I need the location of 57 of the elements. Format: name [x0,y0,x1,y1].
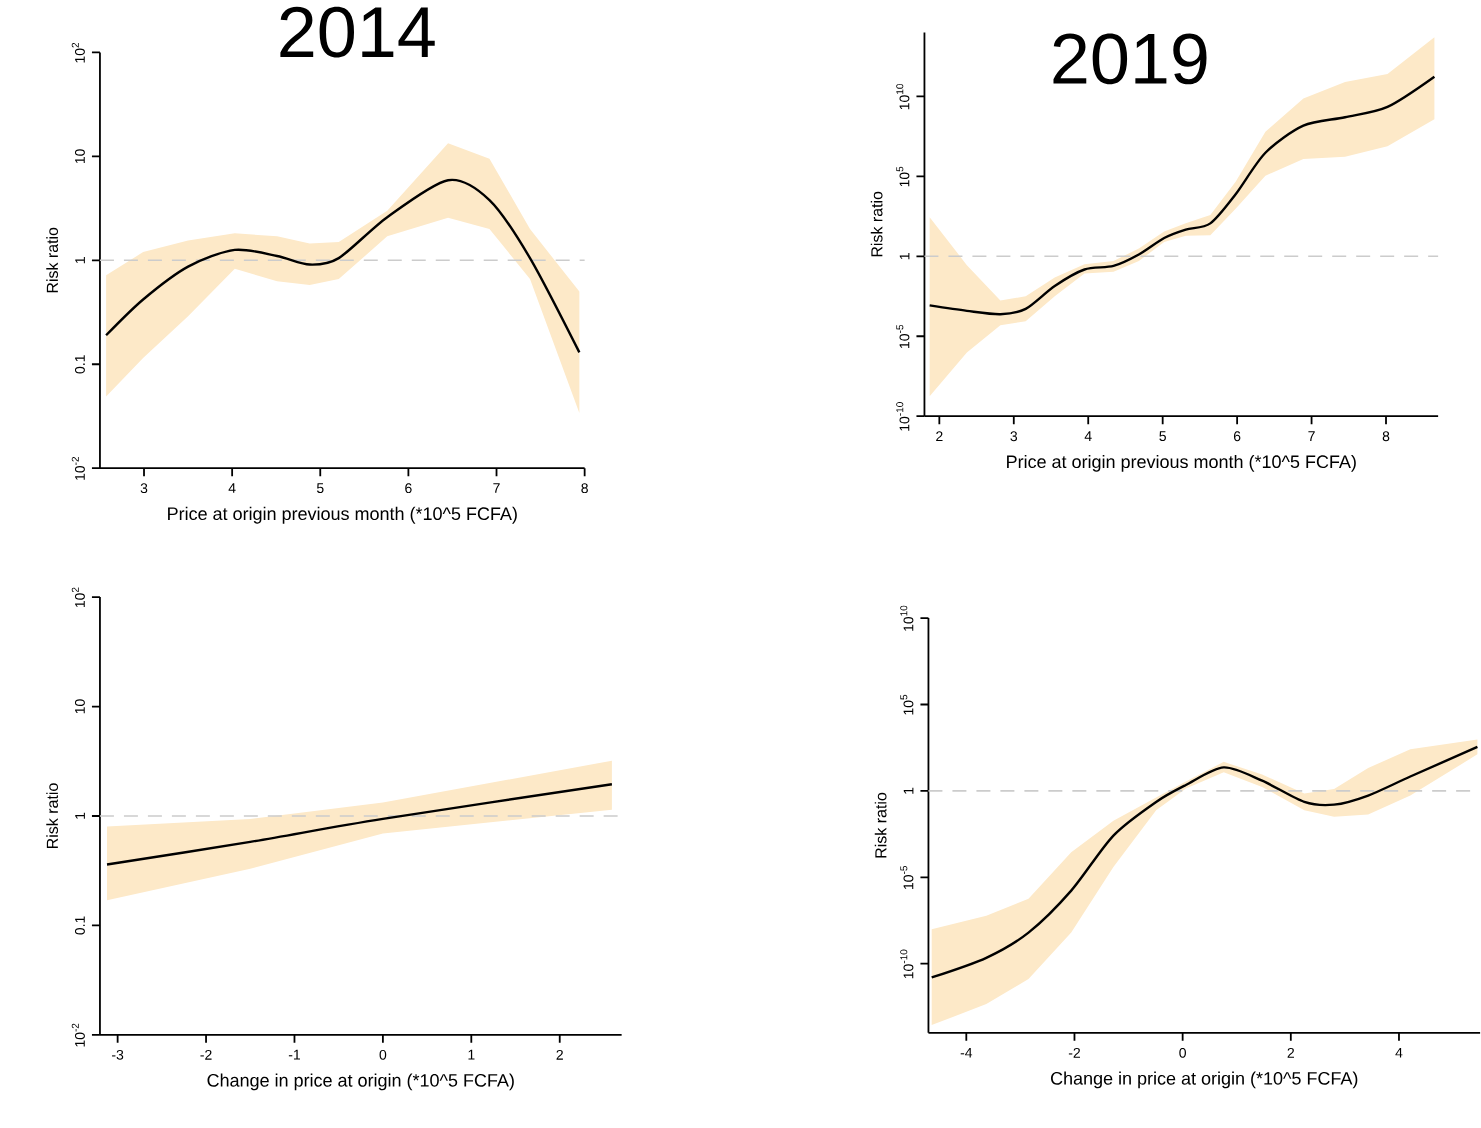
x-tick-label: 2 [556,1049,563,1060]
y-tick-label: 1 [75,812,85,819]
y-tick-label: 10$^{5}$ [896,166,910,187]
x-tick-label: 8 [581,483,588,494]
x-tick-label: 7 [1308,431,1315,442]
y-tick-label: 1 [899,253,910,260]
y-axis-title: Risk ratio [870,191,883,257]
y-tick-label: 0.1 [75,916,85,935]
y-tick-label: 1 [903,787,914,794]
line-series [930,745,1479,979]
x-tick-label: 7 [493,483,500,493]
chart-title: 2014 [280,6,435,58]
y-tick-label: 10$^{2}$ [71,43,85,63]
x-axis-title: Change in price at origin (*10^5 FCFA) [207,1073,514,1091]
y-tick-label: 10 [75,699,85,714]
x-tick-label: 0 [1179,1048,1186,1058]
y-tick-label: 10$^{-2}$ [71,457,85,480]
x-tick-label: 3 [140,483,148,494]
x-tick-label: 6 [1233,431,1241,442]
x-tick-label: 4 [1395,1048,1403,1058]
x-tick-label: -4 [960,1048,973,1058]
y-tick-label: 10$^{-5}$ [896,325,910,349]
x-tick-label: 2 [936,431,943,442]
x-tick-label: -2 [200,1049,212,1060]
x-tick-label: -1 [288,1049,300,1060]
y-tick-label: 10$^{-2}$ [71,1023,85,1047]
y-tick-label: 10$^{-5}$ [900,866,914,890]
line-series [105,783,614,866]
x-tick-label: 4 [1084,431,1092,442]
y-tick-label: 10$^{2}$ [71,587,85,608]
x-tick-label: 8 [1382,431,1390,442]
y-axis-title: Risk ratio [874,792,887,858]
x-tick-label: 3 [1010,431,1018,442]
x-tick-label: 2 [1287,1048,1294,1058]
y-tick-label: 10$^{10}$ [900,605,914,631]
y-axis-title: Risk ratio [46,783,59,849]
x-tick-label: 4 [228,483,236,493]
y-tick-label: 10$^{-10}$ [896,402,910,431]
x-axis-title: Price at origin previous month (*10^5 FCFA) [168,506,517,524]
y-tick-label: 0.1 [75,355,85,374]
x-tick-label: 1 [468,1049,475,1060]
x-tick-label: -3 [112,1049,124,1060]
x-tick-label: -2 [1068,1048,1080,1058]
x-axis-title: Price at origin previous month (*10^5 FCFA) [1007,455,1356,472]
y-axis-title: Risk ratio [46,227,59,293]
y-tick-label: 10$^{5}$ [900,694,914,715]
x-axis-title: Change in price at origin (*10^5 FCFA) [1050,1071,1358,1089]
line-series [104,178,581,354]
chart-title: 2019 [1053,33,1207,85]
x-tick-label: 5 [316,483,324,494]
x-tick-label: 0 [379,1049,387,1060]
y-tick-label: 10 [75,149,85,164]
y-tick-label: 10$^{-10}$ [900,949,914,979]
x-tick-label: 6 [405,483,412,494]
y-tick-label: 10$^{10}$ [896,84,910,110]
x-tick-label: 5 [1159,431,1166,442]
y-tick-label: 1 [75,257,85,264]
